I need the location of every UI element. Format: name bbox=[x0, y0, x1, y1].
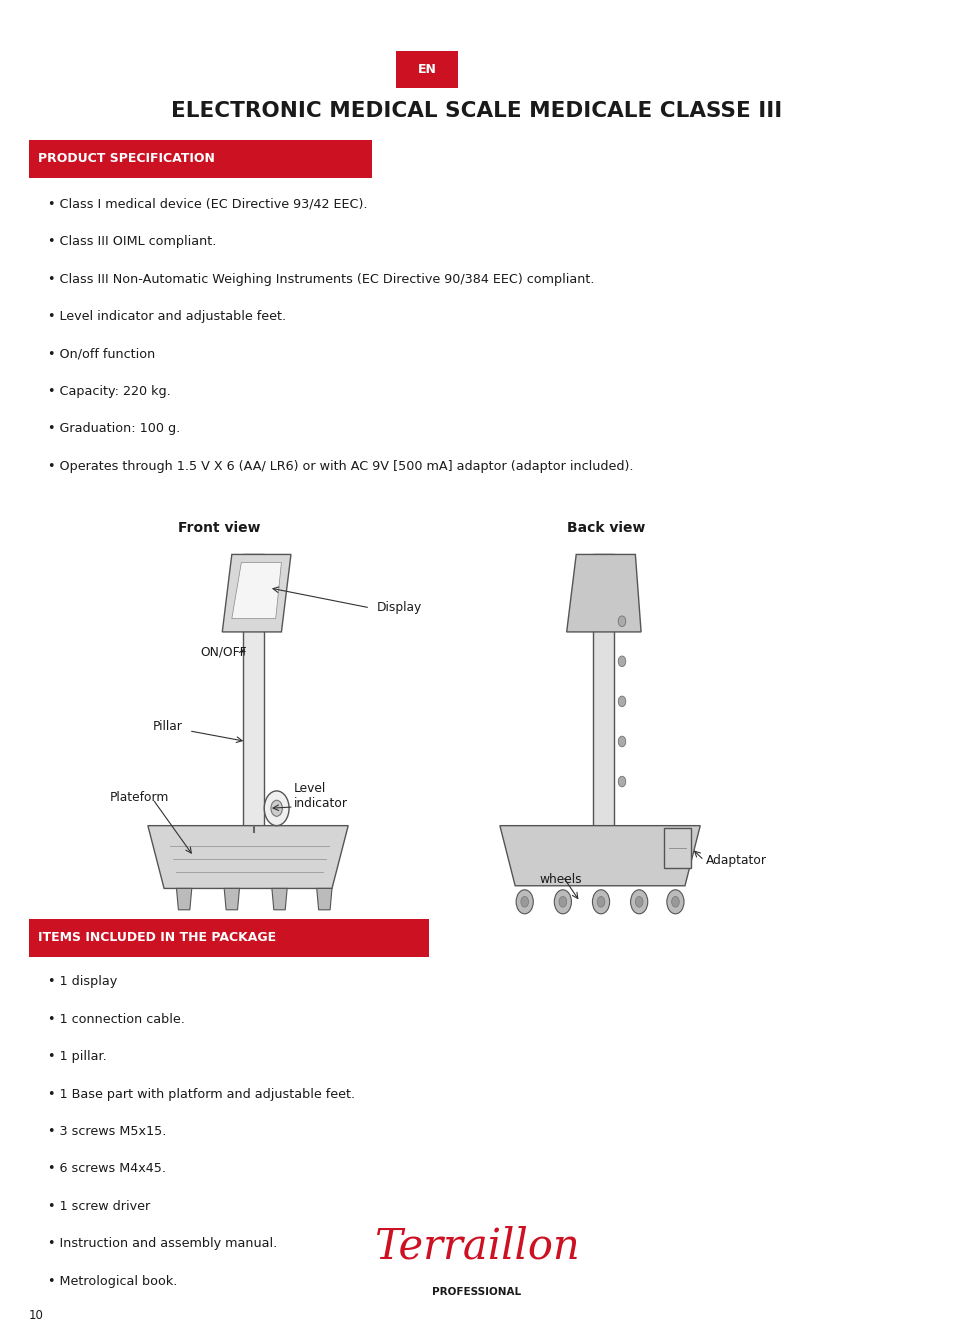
Text: 10: 10 bbox=[29, 1309, 44, 1323]
Bar bbox=[395, 51, 457, 88]
Text: ITEMS INCLUDED IN THE PACKAGE: ITEMS INCLUDED IN THE PACKAGE bbox=[38, 931, 276, 945]
Circle shape bbox=[618, 736, 625, 747]
Bar bbox=[29, 919, 429, 957]
Text: • Class I medical device (EC Directive 93/42 EEC).: • Class I medical device (EC Directive 9… bbox=[48, 198, 367, 211]
Polygon shape bbox=[148, 826, 348, 888]
Text: Back view: Back view bbox=[566, 521, 644, 534]
Text: wheels: wheels bbox=[538, 872, 581, 886]
Text: • 3 screws M5x15.: • 3 screws M5x15. bbox=[48, 1125, 166, 1138]
Polygon shape bbox=[222, 554, 291, 632]
Bar bbox=[593, 554, 614, 832]
Circle shape bbox=[618, 616, 625, 627]
Circle shape bbox=[671, 896, 679, 907]
Bar bbox=[29, 140, 372, 178]
Polygon shape bbox=[566, 554, 640, 632]
Text: Pillar: Pillar bbox=[152, 720, 182, 733]
Circle shape bbox=[516, 890, 533, 914]
Circle shape bbox=[666, 890, 683, 914]
Text: • Class III Non-Automatic Weighing Instruments (EC Directive 90/384 EEC) complia: • Class III Non-Automatic Weighing Instr… bbox=[48, 273, 594, 286]
Polygon shape bbox=[224, 888, 239, 910]
Polygon shape bbox=[499, 826, 700, 886]
Circle shape bbox=[271, 800, 282, 816]
Text: • On/off function: • On/off function bbox=[48, 347, 154, 361]
Text: • 1 connection cable.: • 1 connection cable. bbox=[48, 1013, 184, 1026]
Text: Display: Display bbox=[376, 601, 421, 615]
Text: Adaptator: Adaptator bbox=[705, 854, 766, 867]
Text: EN: EN bbox=[417, 63, 436, 76]
Text: • Capacity: 220 kg.: • Capacity: 220 kg. bbox=[48, 385, 171, 398]
Circle shape bbox=[618, 696, 625, 707]
Text: • 1 pillar.: • 1 pillar. bbox=[48, 1050, 107, 1063]
Circle shape bbox=[618, 656, 625, 667]
Polygon shape bbox=[316, 888, 332, 910]
Bar bbox=[243, 554, 264, 832]
Circle shape bbox=[597, 896, 604, 907]
Text: Terraillon: Terraillon bbox=[374, 1225, 579, 1268]
Circle shape bbox=[554, 890, 571, 914]
Circle shape bbox=[635, 896, 642, 907]
Text: • 1 screw driver: • 1 screw driver bbox=[48, 1200, 150, 1213]
Text: ELECTRONIC MEDICAL SCALE MEDICALE CLASSE III: ELECTRONIC MEDICAL SCALE MEDICALE CLASSE… bbox=[172, 102, 781, 120]
Polygon shape bbox=[272, 888, 287, 910]
Circle shape bbox=[618, 776, 625, 787]
Text: Level
indicator: Level indicator bbox=[294, 783, 348, 810]
Polygon shape bbox=[232, 562, 281, 619]
Text: • Class III OIML compliant.: • Class III OIML compliant. bbox=[48, 235, 215, 248]
Text: PROFESSIONAL: PROFESSIONAL bbox=[432, 1287, 521, 1297]
Circle shape bbox=[264, 791, 289, 826]
Text: • Level indicator and adjustable feet.: • Level indicator and adjustable feet. bbox=[48, 310, 286, 323]
Text: PRODUCT SPECIFICATION: PRODUCT SPECIFICATION bbox=[38, 152, 214, 166]
Text: Plateform: Plateform bbox=[110, 791, 169, 804]
Text: • Instruction and assembly manual.: • Instruction and assembly manual. bbox=[48, 1237, 276, 1250]
Circle shape bbox=[630, 890, 647, 914]
Circle shape bbox=[592, 890, 609, 914]
Text: • Operates through 1.5 V X 6 (AA/ LR6) or with AC 9V [500 mA] adaptor (adaptor i: • Operates through 1.5 V X 6 (AA/ LR6) o… bbox=[48, 460, 633, 473]
Bar bbox=[663, 828, 690, 868]
Text: • Graduation: 100 g.: • Graduation: 100 g. bbox=[48, 422, 180, 436]
Circle shape bbox=[520, 896, 528, 907]
Circle shape bbox=[558, 896, 566, 907]
Text: • 6 screws M4x45.: • 6 screws M4x45. bbox=[48, 1162, 166, 1176]
Polygon shape bbox=[176, 888, 192, 910]
Text: • 1 display: • 1 display bbox=[48, 975, 117, 989]
Text: • 1 Base part with platform and adjustable feet.: • 1 Base part with platform and adjustab… bbox=[48, 1088, 355, 1101]
Text: • Metrological book.: • Metrological book. bbox=[48, 1275, 177, 1288]
Text: Front view: Front view bbox=[178, 521, 260, 534]
Text: ON/OFF: ON/OFF bbox=[200, 645, 247, 659]
